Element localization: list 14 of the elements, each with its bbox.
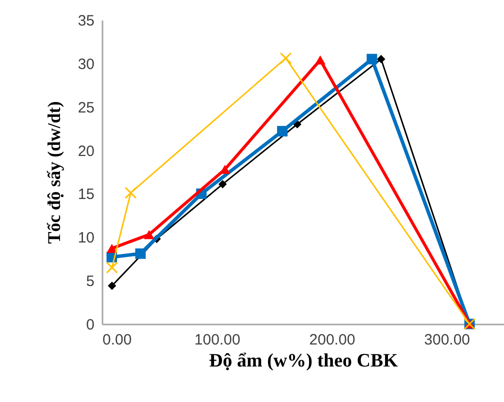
y-tick-label: 20 [78,142,94,160]
y-tick-label: 0 [86,316,94,334]
x-tick-label: 200.00 [309,332,356,348]
y-axis-title: Tốc độ sấy (dw/dt) [44,101,64,244]
x-tick-label: 300.00 [424,332,470,348]
y-tick-label: 5 [86,273,94,290]
x-tick-label: 100.00 [194,332,240,348]
y-tick-label: 10 [78,230,94,247]
y-tick-label: 25 [78,99,94,116]
x-tick-label: 0.00 [102,332,132,348]
y-tick-label: 30 [78,56,94,73]
y-tick-label: 15 [78,186,94,204]
y-tick-label: 35 [78,12,94,30]
x-axis-title: Độ ẩm (w%) theo CBK [209,350,398,372]
